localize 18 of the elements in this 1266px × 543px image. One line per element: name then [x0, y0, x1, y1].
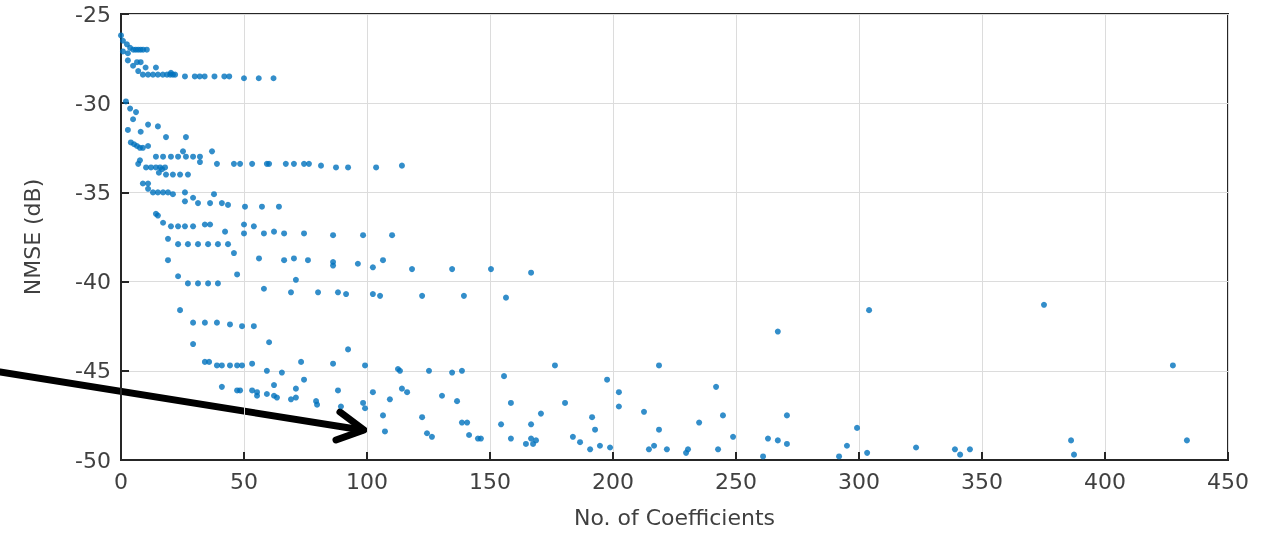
y-tick-label: -25 [75, 1, 111, 27]
x-tick-label: 350 [961, 468, 1003, 494]
x-tick-label: 150 [469, 468, 511, 494]
y-tick-label: -50 [75, 447, 111, 473]
x-tick-label: 200 [592, 468, 634, 494]
x-tick-label: 50 [230, 468, 258, 494]
x-tick-label: 450 [1207, 468, 1249, 494]
x-axis-title: No. of Coefficients [573, 504, 776, 530]
x-tick-label: 300 [838, 468, 880, 494]
x-tick-label: 250 [715, 468, 757, 494]
y-tick-label: -45 [75, 358, 111, 384]
y-tick-label: -40 [75, 269, 111, 295]
x-tick-label: 400 [1084, 468, 1126, 494]
y-tick-label: -35 [75, 179, 111, 205]
x-tick-label: 0 [114, 468, 128, 494]
x-tick-label: 100 [346, 468, 388, 494]
y-axis-title: NMSE (dB) [19, 178, 45, 296]
y-tick-label: -30 [75, 90, 111, 116]
